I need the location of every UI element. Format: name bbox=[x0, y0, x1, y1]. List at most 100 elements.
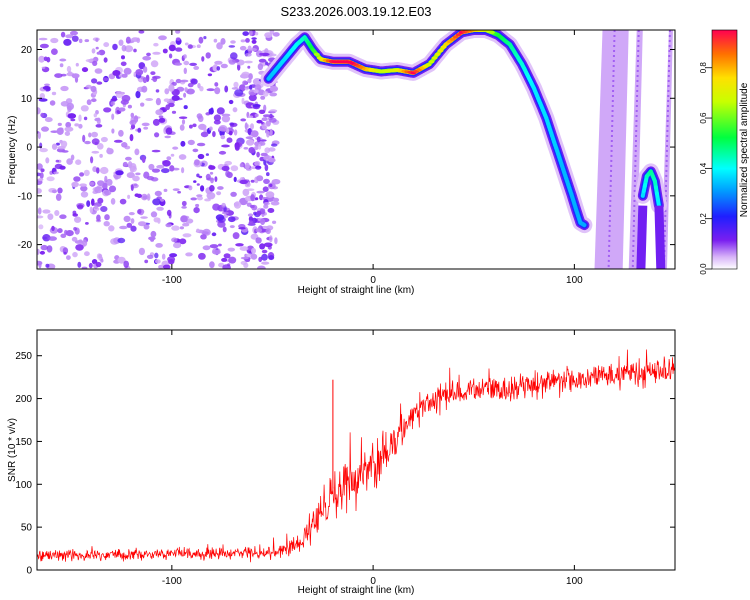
noise-speck bbox=[229, 122, 235, 126]
noise-speck bbox=[156, 206, 164, 211]
noise-speck bbox=[115, 90, 124, 99]
noise-speck bbox=[79, 183, 87, 187]
noise-speck bbox=[265, 228, 271, 235]
vertical-band bbox=[628, 30, 643, 269]
noise-speck bbox=[65, 34, 74, 39]
noise-speck bbox=[146, 52, 151, 57]
noise-speck bbox=[254, 161, 261, 166]
noise-speck bbox=[234, 89, 244, 97]
y-tick-label: 20 bbox=[21, 45, 33, 56]
noise-speck bbox=[201, 56, 205, 62]
noise-speck bbox=[127, 194, 131, 199]
noise-speck bbox=[75, 159, 82, 165]
noise-speck bbox=[208, 165, 216, 170]
noise-speck bbox=[82, 134, 86, 143]
ridge-hotspot bbox=[449, 37, 456, 41]
noise-speck bbox=[172, 146, 179, 150]
noise-speck bbox=[239, 45, 247, 51]
noise-speck bbox=[250, 204, 255, 209]
colorbar-ticks: 0.0 0.2 0.4 0.6 0.8 bbox=[699, 62, 712, 275]
noise-speck bbox=[258, 109, 266, 115]
noise-speck bbox=[165, 223, 172, 228]
noise-speck bbox=[37, 207, 42, 215]
noise-speck bbox=[233, 81, 239, 88]
noise-speck bbox=[249, 30, 253, 36]
noise-speck bbox=[178, 154, 187, 160]
noise-speck bbox=[88, 262, 93, 269]
noise-speck bbox=[125, 36, 131, 44]
noise-speck bbox=[142, 56, 152, 61]
noise-speck bbox=[142, 77, 147, 84]
noise-speck bbox=[37, 215, 44, 219]
noise-speck bbox=[261, 123, 268, 130]
noise-speck bbox=[121, 73, 128, 78]
y-tick-label: 50 bbox=[21, 523, 33, 534]
noise-speck bbox=[78, 114, 82, 122]
noise-speck bbox=[196, 196, 203, 201]
noise-speck bbox=[187, 44, 193, 49]
side-feature-leg bbox=[636, 205, 648, 269]
noise-speck bbox=[91, 98, 97, 103]
snr-line bbox=[37, 349, 675, 563]
noise-speck bbox=[66, 65, 72, 73]
noise-speck bbox=[119, 225, 128, 230]
noise-speck bbox=[171, 89, 180, 96]
noise-speck bbox=[118, 129, 124, 137]
noise-speck bbox=[85, 59, 94, 63]
noise-speck bbox=[37, 248, 40, 255]
spectrogram-x-axis-label: Height of straight line (km) bbox=[298, 285, 415, 296]
noise-speck bbox=[71, 236, 78, 242]
noise-speck bbox=[124, 156, 132, 161]
noise-speck bbox=[150, 230, 157, 238]
snr-x-axis-label: Height of straight line (km) bbox=[298, 585, 415, 596]
noise-speck bbox=[209, 185, 215, 192]
y-tick-label: -10 bbox=[18, 191, 33, 202]
noise-speck bbox=[134, 148, 140, 156]
noise-speck bbox=[240, 256, 249, 260]
colorbar-tick-label: 0.8 bbox=[699, 62, 708, 74]
noise-speck bbox=[100, 136, 108, 143]
noise-speck bbox=[127, 161, 133, 169]
noise-speck bbox=[59, 58, 67, 62]
noise-speck bbox=[216, 66, 221, 71]
noise-speck bbox=[197, 115, 204, 123]
ridge-hotspot bbox=[440, 45, 447, 49]
noise-speck bbox=[212, 131, 216, 138]
noise-speck bbox=[118, 39, 124, 46]
noise-speck bbox=[72, 251, 78, 258]
noise-speck bbox=[184, 42, 189, 46]
noise-speck bbox=[163, 98, 170, 102]
noise-speck bbox=[174, 62, 182, 66]
noise-speck bbox=[271, 143, 278, 147]
noise-speck bbox=[261, 117, 268, 121]
noise-speck bbox=[85, 222, 89, 225]
noise-speck bbox=[218, 243, 222, 247]
noise-speck bbox=[162, 48, 168, 54]
noise-speck bbox=[96, 81, 103, 85]
noise-speck bbox=[137, 209, 142, 215]
noise-speck bbox=[221, 202, 226, 208]
noise-speck bbox=[130, 123, 136, 130]
noise-speck bbox=[262, 114, 272, 118]
x-tick-label: 100 bbox=[566, 576, 583, 587]
noise-speck bbox=[146, 254, 154, 259]
noise-speck bbox=[60, 85, 69, 92]
noise-speck bbox=[256, 190, 265, 194]
noise-speck bbox=[250, 130, 259, 138]
snr-y-axis-label: SNR (10 * v/v) bbox=[7, 418, 18, 482]
noise-speck bbox=[117, 256, 126, 264]
noise-speck bbox=[230, 191, 237, 197]
noise-speck bbox=[232, 232, 240, 240]
noise-speck bbox=[54, 210, 60, 216]
noise-speck bbox=[51, 189, 58, 194]
noise-speck bbox=[150, 71, 156, 75]
noise-speck bbox=[97, 143, 104, 150]
noise-speck bbox=[247, 213, 254, 217]
noise-speck bbox=[153, 42, 159, 47]
noise-speck bbox=[121, 142, 128, 148]
noise-speck bbox=[257, 143, 262, 150]
noise-speck bbox=[183, 92, 187, 98]
noise-speck bbox=[57, 187, 63, 194]
noise-speck bbox=[81, 67, 89, 73]
